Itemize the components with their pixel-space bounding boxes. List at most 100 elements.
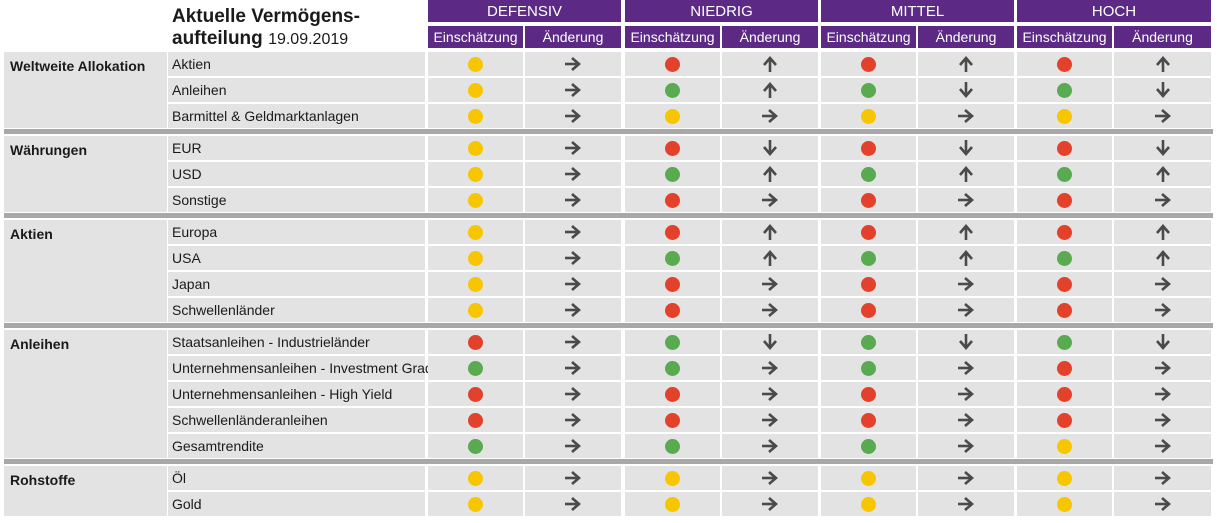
rating-dot-green	[861, 334, 876, 350]
rating-cell	[1017, 52, 1112, 76]
change-cell	[525, 492, 621, 516]
rating-cell	[428, 408, 523, 432]
arrow-up-icon	[959, 250, 973, 266]
rating-dot-yellow	[1057, 438, 1072, 454]
rating-cell	[428, 466, 523, 490]
arrow-right-icon	[565, 413, 581, 427]
rating-dot-yellow	[665, 496, 680, 512]
change-cell	[722, 246, 818, 270]
arrow-right-icon	[958, 303, 974, 317]
arrow-right-icon	[958, 471, 974, 485]
change-cell	[918, 466, 1014, 490]
arrow-right-icon	[762, 387, 778, 401]
change-cell	[722, 330, 818, 354]
rating-cell	[821, 188, 916, 212]
arrow-right-icon	[565, 361, 581, 375]
arrow-up-icon	[1155, 250, 1170, 266]
change-cell	[1114, 298, 1211, 322]
arrow-right-icon	[1154, 471, 1171, 485]
section-label-bg	[4, 136, 167, 212]
rating-dot-yellow	[665, 470, 680, 486]
arrow-down-icon	[1155, 82, 1170, 98]
rating-cell	[428, 382, 523, 406]
arrow-right-icon	[565, 471, 581, 485]
change-cell	[525, 298, 621, 322]
section-label-bg	[4, 220, 167, 322]
date-label: 19.09.2019	[268, 31, 349, 48]
change-cell	[1114, 246, 1211, 270]
rating-cell	[625, 492, 720, 516]
arrow-down-icon	[959, 334, 973, 350]
section-label: Währungen	[10, 142, 87, 158]
subheader-einschaetzung: Einschätzung	[428, 26, 523, 48]
row-label: Sonstige	[168, 188, 425, 212]
arrow-up-icon	[763, 56, 777, 72]
rating-dot-yellow	[468, 192, 483, 208]
rating-cell	[625, 246, 720, 270]
rating-dot-green	[861, 438, 876, 454]
change-cell	[1114, 356, 1211, 380]
rating-cell	[1017, 492, 1112, 516]
rating-dot-yellow	[468, 470, 483, 486]
change-cell	[1114, 466, 1211, 490]
change-cell	[918, 330, 1014, 354]
row-label: Gold	[168, 492, 425, 516]
rating-cell	[821, 162, 916, 186]
arrow-right-icon	[565, 193, 581, 207]
rating-dot-yellow	[468, 108, 483, 124]
rating-dot-red	[1057, 386, 1072, 402]
arrow-right-icon	[958, 497, 974, 511]
rating-dot-red	[861, 386, 876, 402]
rating-cell	[821, 408, 916, 432]
section-label: Anleihen	[10, 336, 70, 352]
rating-dot-yellow	[468, 166, 483, 182]
rating-dot-yellow	[1057, 496, 1072, 512]
rating-cell	[625, 356, 720, 380]
rating-dot-green	[861, 82, 876, 98]
rating-dot-red	[1057, 224, 1072, 240]
arrow-up-icon	[763, 250, 777, 266]
rating-cell	[1017, 382, 1112, 406]
rating-cell	[428, 272, 523, 296]
arrow-right-icon	[565, 57, 581, 71]
rating-dot-red	[861, 412, 876, 428]
rating-cell	[1017, 246, 1112, 270]
change-cell	[918, 492, 1014, 516]
rating-cell	[625, 298, 720, 322]
arrow-right-icon	[565, 141, 581, 155]
change-cell	[1114, 52, 1211, 76]
row-label: Schwellenländer	[168, 298, 425, 322]
rating-dot-yellow	[468, 56, 483, 72]
rating-cell	[821, 298, 916, 322]
section-separator	[4, 323, 1213, 328]
change-cell	[722, 466, 818, 490]
row-label: Barmittel & Geldmarktanlagen	[168, 104, 425, 128]
arrow-right-icon	[958, 439, 974, 453]
change-cell	[1114, 382, 1211, 406]
change-cell	[1114, 104, 1211, 128]
rating-cell	[428, 356, 523, 380]
rating-dot-red	[665, 192, 680, 208]
arrow-right-icon	[762, 193, 778, 207]
rating-dot-red	[665, 386, 680, 402]
section-separator	[4, 459, 1213, 464]
arrow-right-icon	[565, 225, 581, 239]
arrow-right-icon	[565, 303, 581, 317]
rating-dot-green	[1057, 334, 1072, 350]
arrow-right-icon	[1154, 277, 1171, 291]
row-label: Japan	[168, 272, 425, 296]
rating-dot-red	[665, 56, 680, 72]
change-cell	[1114, 408, 1211, 432]
change-cell	[918, 382, 1014, 406]
arrow-right-icon	[565, 83, 581, 97]
change-cell	[722, 52, 818, 76]
arrow-right-icon	[958, 361, 974, 375]
rating-dot-green	[1057, 166, 1072, 182]
rating-cell	[821, 466, 916, 490]
subheader-einschaetzung: Einschätzung	[821, 26, 916, 48]
rating-cell	[821, 52, 916, 76]
section-label-bg	[4, 330, 167, 458]
rating-cell	[625, 162, 720, 186]
arrow-up-icon	[1155, 224, 1170, 240]
